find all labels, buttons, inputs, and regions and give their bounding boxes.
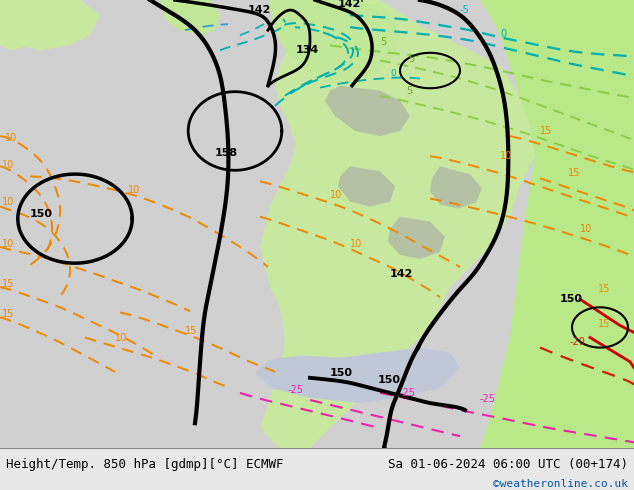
Text: 10: 10 (330, 191, 342, 200)
Text: 10: 10 (2, 239, 14, 249)
Text: Height/Temp. 850 hPa [gdmp][°C] ECMWF: Height/Temp. 850 hPa [gdmp][°C] ECMWF (6, 458, 284, 471)
Text: ©weatheronline.co.uk: ©weatheronline.co.uk (493, 479, 628, 489)
Polygon shape (0, 0, 40, 50)
Text: 150: 150 (378, 375, 401, 385)
Text: Sa 01-06-2024 06:00 UTC (00+174): Sa 01-06-2024 06:00 UTC (00+174) (387, 458, 628, 471)
Text: -20: -20 (570, 337, 586, 346)
Text: 10: 10 (5, 133, 17, 143)
Text: 5: 5 (408, 54, 414, 65)
Polygon shape (280, 212, 320, 252)
Text: 10: 10 (128, 185, 140, 196)
Text: 10: 10 (350, 239, 362, 249)
Text: 15: 15 (540, 126, 552, 136)
Text: 15: 15 (2, 309, 15, 319)
Text: 10: 10 (2, 160, 14, 170)
Text: 0: 0 (500, 29, 506, 39)
Text: -25: -25 (480, 394, 496, 404)
Text: 5: 5 (380, 37, 386, 48)
Polygon shape (388, 217, 445, 259)
Text: 142: 142 (390, 269, 413, 279)
Text: 15: 15 (598, 319, 611, 329)
Text: 15: 15 (598, 284, 611, 294)
Polygon shape (270, 0, 400, 86)
Text: 142': 142' (338, 0, 365, 9)
Text: 15: 15 (185, 326, 197, 337)
Polygon shape (338, 166, 395, 207)
Text: 10: 10 (2, 196, 14, 206)
Text: 150: 150 (30, 209, 53, 219)
Text: 10: 10 (500, 151, 512, 161)
Text: 5: 5 (406, 86, 412, 96)
Polygon shape (430, 166, 482, 209)
Text: -25: -25 (288, 385, 304, 395)
Text: -5: -5 (460, 5, 470, 15)
Polygon shape (480, 0, 634, 448)
Text: 15: 15 (568, 169, 580, 178)
Text: 0: 0 (390, 69, 396, 77)
Polygon shape (325, 86, 410, 136)
Text: 15: 15 (2, 279, 15, 289)
Text: 10: 10 (115, 333, 127, 343)
Text: 158: 158 (215, 148, 238, 158)
Text: 150: 150 (330, 368, 353, 378)
Text: -25: -25 (400, 388, 416, 398)
Text: 142: 142 (248, 5, 271, 15)
Text: 10: 10 (580, 224, 592, 234)
Text: 134: 134 (296, 46, 320, 55)
Polygon shape (0, 0, 100, 50)
Polygon shape (160, 0, 220, 35)
Polygon shape (260, 0, 535, 448)
Polygon shape (255, 347, 460, 403)
Text: 150: 150 (560, 294, 583, 304)
